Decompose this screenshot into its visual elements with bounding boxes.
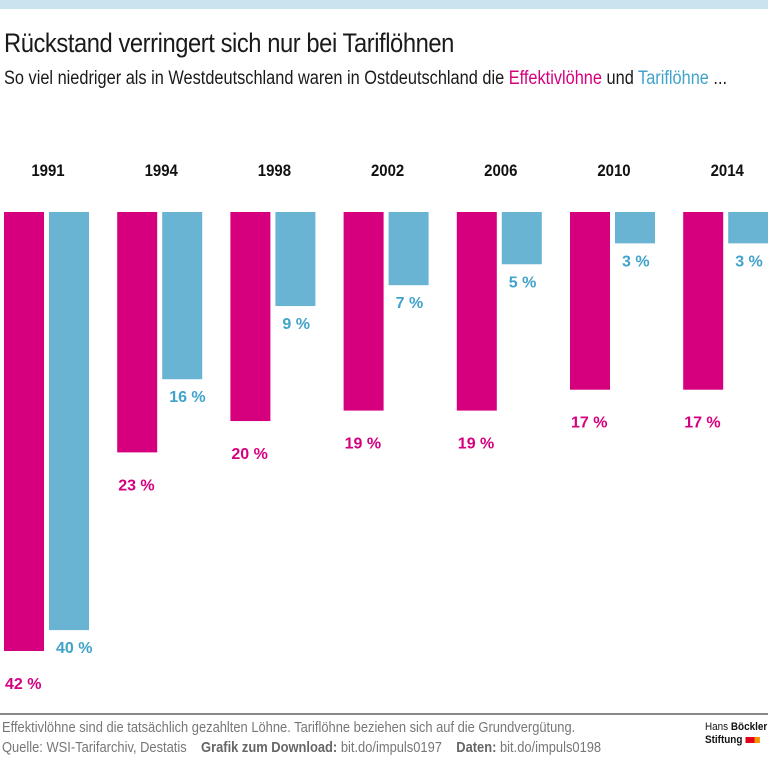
year-label: 2002	[371, 162, 404, 180]
value-label-effektiv: 19 %	[458, 436, 494, 453]
value-label-tarif: 16 %	[169, 389, 205, 406]
year-label: 1994	[145, 162, 178, 180]
value-label-effektiv: 20 %	[231, 446, 267, 463]
value-label-effektiv: 19 %	[345, 436, 381, 453]
year-label: 2014	[711, 162, 744, 180]
chart-title: Rückstand verringert sich nur bei Tarifl…	[4, 28, 454, 58]
value-label-tarif: 3 %	[622, 253, 650, 270]
bar-tarif	[388, 212, 429, 286]
value-label-tarif: 5 %	[509, 274, 537, 291]
value-label-tarif: 9 %	[282, 316, 310, 333]
bar-tarif	[615, 212, 655, 244]
value-label-tarif: 40 %	[56, 640, 92, 657]
bar-tarif	[162, 212, 203, 380]
subtitle-text: und	[601, 68, 639, 89]
bar-effektiv	[230, 212, 271, 422]
value-label-effektiv: 17 %	[571, 415, 607, 432]
value-label-tarif: 7 %	[396, 295, 424, 312]
bar-tarif	[49, 212, 89, 631]
year-label: 1991	[31, 162, 64, 180]
value-label-effektiv: 23 %	[118, 477, 154, 494]
bar-chart: 1991 42 % 40 % 1994 23 % 16 % 1998 20 % 9 % 2002 1…	[4, 162, 768, 693]
bar-effektiv	[570, 212, 610, 390]
year-label: 2010	[597, 162, 630, 180]
hans-boeckler-logo: Hans Böckler Stiftung	[705, 721, 768, 746]
bar-effektiv	[456, 212, 497, 411]
legend-tarif: Tariflöhne	[638, 68, 709, 89]
footer-source: Quelle: WSI-Tarifarchiv, Destatis Grafik…	[2, 739, 601, 756]
legend-effektiv: Effektivlöhne	[508, 68, 602, 89]
footer-note: Effektivlöhne sind die tatsächlich gezah…	[2, 719, 576, 736]
download-label: Grafik zum Download:	[201, 739, 338, 756]
subtitle-text: ...	[708, 68, 728, 89]
value-label-tarif: 3 %	[735, 253, 763, 270]
chart-subtitle: So viel niedriger als in Westdeutschland…	[4, 68, 727, 90]
top-accent-bar	[0, 0, 768, 9]
bar-tarif	[275, 212, 316, 307]
bar-effektiv	[683, 212, 724, 390]
bar-tarif	[501, 212, 542, 265]
data-link[interactable]: bit.do/impuls0198	[499, 739, 602, 756]
value-label-effektiv: 17 %	[684, 415, 720, 432]
year-label: 1998	[258, 162, 291, 180]
bar-effektiv	[117, 212, 158, 453]
subtitle-text: So viel niedriger als in Westdeutschland…	[4, 68, 509, 89]
bar-effektiv	[343, 212, 384, 411]
data-label: Daten:	[456, 739, 497, 756]
footer-divider	[0, 713, 768, 715]
bar-effektiv	[4, 212, 44, 651]
year-label: 2006	[484, 162, 517, 180]
value-label-effektiv: 42 %	[5, 676, 41, 693]
download-link[interactable]: bit.do/impuls0197	[340, 739, 442, 756]
bar-tarif	[728, 212, 768, 244]
source-text: Quelle: WSI-Tarifarchiv, Destatis	[2, 739, 187, 756]
